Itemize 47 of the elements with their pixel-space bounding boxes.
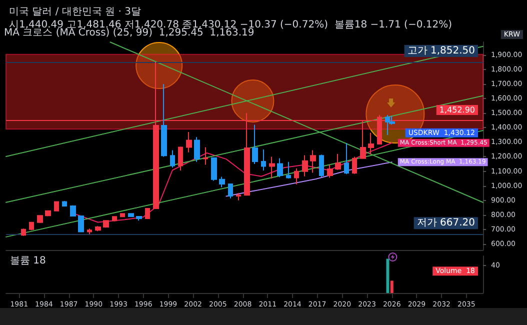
candlestick — [70, 204, 76, 217]
candlestick — [145, 208, 150, 220]
candlestick — [21, 228, 26, 236]
candlestick — [87, 228, 92, 235]
candlestick — [294, 168, 299, 185]
candlestick — [277, 158, 283, 178]
candlestick — [54, 200, 59, 212]
candlestick — [352, 156, 357, 174]
candlestick — [62, 200, 67, 207]
text: MA 크로스 (MA Cross) (25, 99) 1,295.45 1,163.19 — [4, 28, 254, 38]
candlestick — [186, 132, 192, 153]
candlestick — [120, 212, 125, 218]
candlestick — [261, 148, 266, 172]
candlestick — [203, 146, 208, 166]
candlestick — [302, 154, 308, 177]
annotation: 볼륨 18 — [10, 256, 46, 266]
candlestick — [29, 222, 34, 231]
candlestick — [236, 192, 241, 201]
candlestick — [368, 132, 374, 156]
chart-title: 미국 달러 / 대한민국 원 · 3달 — [9, 6, 141, 18]
candlestick — [228, 183, 233, 199]
candlestick — [310, 150, 316, 174]
candlestick — [194, 136, 200, 162]
candlestick — [327, 164, 333, 178]
candlestick — [178, 146, 183, 172]
candlestick — [45, 210, 51, 217]
candlestick — [211, 156, 217, 182]
ref-line-label: 1,452.90 — [439, 106, 475, 115]
candlestick — [335, 153, 341, 170]
candlestick — [319, 154, 324, 178]
candlestick — [252, 124, 258, 165]
candlestick — [112, 216, 117, 222]
candlestick — [128, 212, 134, 218]
ref-line-label: 고가 1,852.50 — [407, 45, 475, 56]
candlestick — [37, 214, 43, 224]
candlestick — [103, 220, 109, 228]
candlestick — [170, 150, 175, 168]
candlestick — [95, 226, 101, 232]
candlestick — [219, 176, 225, 188]
candlestick — [269, 156, 275, 180]
candlestick — [286, 161, 291, 180]
candlestick — [161, 84, 167, 158]
candlestick — [136, 216, 142, 222]
ref-line-label: 저가 667.20 — [416, 218, 475, 229]
candlestick — [78, 215, 84, 232]
candlestick — [344, 142, 349, 175]
line-series — [226, 162, 392, 197]
